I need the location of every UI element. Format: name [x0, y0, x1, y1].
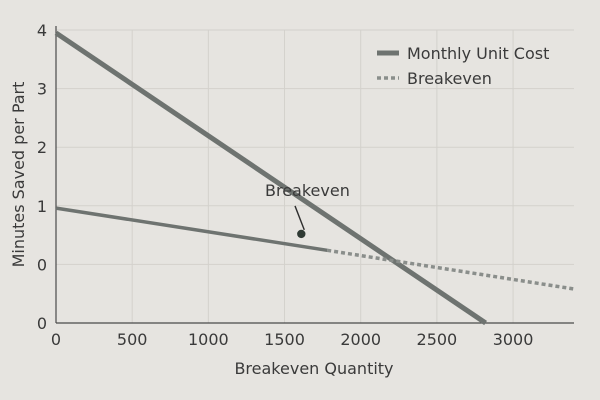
- grid: [55, 29, 574, 324]
- series-lines: [54, 30, 575, 326]
- x-tick-label: 0: [51, 330, 61, 349]
- series-line-2: [326, 248, 575, 291]
- y-tick-label: 2: [37, 138, 47, 157]
- x-tick-label: 500: [117, 330, 148, 349]
- x-tick-label: 3000: [493, 330, 534, 349]
- y-tick-label: 0: [37, 255, 47, 274]
- series-line-1: [55, 206, 328, 253]
- breakeven-point: [297, 229, 306, 239]
- x-tick-label: 2500: [417, 330, 458, 349]
- legend-label: Monthly Unit Cost: [407, 44, 549, 63]
- annotation-leader: [294, 205, 305, 231]
- legend-item: Monthly Unit Cost: [377, 44, 549, 63]
- x-tick-label: 1500: [264, 330, 305, 349]
- legend-item: Breakeven: [377, 69, 492, 88]
- y-tick-label: 1: [37, 197, 47, 216]
- series-line-0: [54, 30, 487, 326]
- y-tick-label: 3: [37, 80, 47, 99]
- annotation-label: Breakeven: [265, 181, 350, 200]
- x-tick-label: 1000: [188, 330, 229, 349]
- y-tick-label: 0: [37, 314, 47, 333]
- axes: [55, 26, 574, 324]
- x-axis-title: Breakeven Quantity: [234, 359, 393, 378]
- annotations: Breakeven: [265, 181, 350, 239]
- y-tick-label: 4: [37, 21, 47, 40]
- y-axis-title: Minutes Saved per Part: [9, 82, 28, 268]
- x-tick-label: 2000: [340, 330, 381, 349]
- legend-label: Breakeven: [407, 69, 492, 88]
- legend: Monthly Unit Cost Breakeven: [377, 44, 549, 88]
